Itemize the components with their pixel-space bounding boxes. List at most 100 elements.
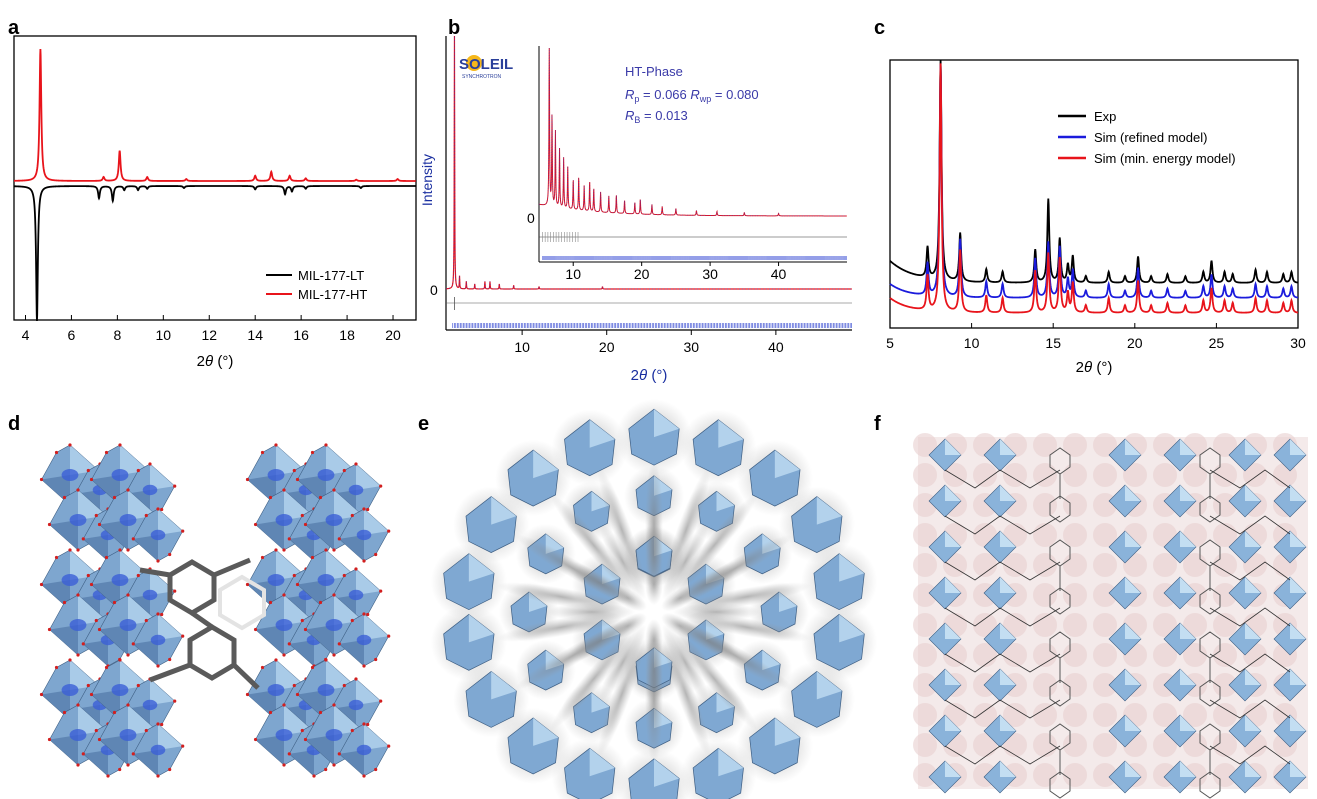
oxygen-atom	[97, 627, 102, 632]
x-tick-label: 4	[22, 327, 30, 343]
octahedron-face	[1290, 715, 1306, 731]
oxygen-atom	[245, 477, 250, 482]
octahedron-face	[356, 679, 381, 705]
octahedron-face	[1245, 715, 1261, 731]
octahedron-face	[91, 475, 120, 505]
linker-bond	[190, 610, 214, 630]
octahedron-face	[326, 660, 355, 690]
panel-label-b: b	[448, 17, 460, 39]
oxygen-atom	[295, 692, 300, 697]
channel-haze	[681, 582, 812, 612]
octahedron-face	[305, 520, 334, 550]
oxygen-atom	[156, 507, 160, 511]
bond-network	[1209, 653, 1291, 673]
oxygen-atom	[131, 642, 135, 646]
octahedron-face	[945, 715, 961, 731]
metal-atom	[111, 469, 129, 481]
oxygen-atom	[160, 612, 164, 617]
octahedron-face	[1245, 761, 1261, 777]
oxygen-atom	[303, 627, 308, 632]
oxygen-atom	[54, 665, 59, 670]
metal-atom	[150, 634, 166, 646]
oxygen-atom	[337, 642, 341, 646]
metal-atom	[150, 529, 166, 541]
atom-sphere	[1093, 613, 1117, 637]
atom-sphere	[1153, 703, 1177, 727]
oxygen-atom	[260, 555, 265, 560]
oxygen-atom	[173, 589, 177, 593]
metal-atom	[267, 574, 285, 586]
x-tick-label: 8	[113, 327, 121, 343]
octahedron-face	[1245, 669, 1261, 685]
oxygen-atom	[362, 664, 366, 668]
atom-sphere	[1063, 523, 1087, 547]
metal-atom	[275, 619, 293, 631]
atom-sphere	[1093, 553, 1117, 577]
oxygen-atom	[76, 593, 80, 597]
x-tick-label: 16	[293, 327, 309, 343]
octahedron-face	[83, 640, 108, 666]
octahedron-face	[99, 735, 128, 765]
metal-atom	[119, 514, 137, 526]
atom-sphere	[973, 733, 997, 757]
octahedron-face	[339, 535, 364, 561]
chart-a-legend: MIL-177-LT MIL-177-HT	[266, 268, 367, 302]
oxygen-atom	[39, 477, 44, 482]
inset-tick-label: 40	[771, 266, 787, 282]
oxygen-atom	[324, 443, 328, 447]
sun-icon	[466, 55, 482, 71]
oxygen-atom	[126, 653, 130, 657]
chart-a: 4 6 8 10 12 14 16 18 20 MIL-177-LT MIL-177-HT 2θ…	[13, 35, 417, 370]
oxygen-atom	[324, 548, 328, 552]
atom-sphere	[973, 613, 997, 637]
structure-f	[913, 433, 1308, 799]
oxygen-atom	[76, 488, 80, 492]
oxygen-atom	[118, 548, 122, 552]
oxygen-atom	[332, 653, 336, 657]
octahedron-face	[150, 464, 175, 490]
atom-sphere	[1183, 733, 1207, 757]
atom-sphere	[1093, 673, 1117, 697]
octahedron-face	[1125, 577, 1141, 593]
chart-b-ylabel: Intensity	[419, 154, 435, 206]
octahedron-face	[1290, 623, 1306, 639]
atom-sphere	[1213, 553, 1237, 577]
chart-a-x-ticks: 4 6 8 10 12 14 16 18 20	[22, 315, 401, 343]
atom-sphere	[1063, 553, 1087, 577]
atom-sphere	[1003, 463, 1027, 487]
oxygen-atom	[337, 537, 341, 541]
oxygen-atom	[300, 513, 304, 518]
panel-label-a: a	[8, 17, 20, 39]
channel-haze	[678, 534, 793, 603]
linker-ring	[1049, 771, 1071, 799]
atom-sphere	[1093, 463, 1117, 487]
series-line-Exp	[889, 59, 1299, 284]
cluster-face	[774, 717, 801, 746]
bond-network	[944, 653, 1061, 673]
atom-sphere	[1183, 463, 1207, 487]
octahedron-face	[1125, 439, 1141, 455]
oxygen-atom	[318, 495, 323, 500]
oxygen-atom	[387, 634, 391, 638]
oxygen-atom	[156, 774, 160, 778]
octahedron-face	[255, 625, 284, 655]
oxygen-atom	[332, 703, 336, 707]
oxygen-atom	[274, 658, 278, 662]
x-tick-label: 40	[768, 339, 784, 355]
structure-e	[430, 399, 878, 799]
oxygen-atom	[144, 728, 148, 733]
metal-atom	[142, 699, 158, 711]
linker-bond	[232, 663, 260, 690]
atom-sphere	[1213, 583, 1237, 607]
octahedron-face	[120, 445, 149, 475]
metal-atom	[119, 619, 137, 631]
atom-sphere	[1213, 703, 1237, 727]
atom-sphere	[1033, 763, 1057, 787]
chart-c-legend: Exp Sim (refined model) Sim (min. energy…	[1058, 109, 1236, 166]
x-tick-label: 15	[1045, 335, 1061, 351]
octahedron-face	[49, 520, 78, 550]
oxygen-atom	[173, 484, 177, 488]
octahedron-face	[158, 614, 183, 640]
oxygen-atom	[350, 618, 354, 623]
octahedron-face	[1000, 577, 1016, 593]
